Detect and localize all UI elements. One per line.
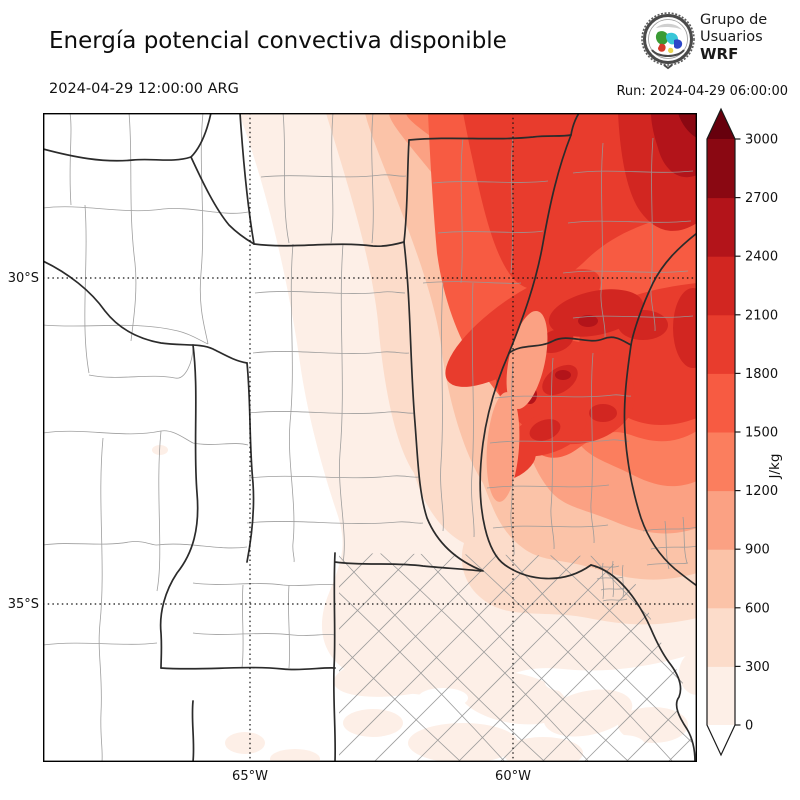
- svg-text:1200: 1200: [745, 484, 778, 499]
- logo-text-line1: Grupo de: [700, 12, 767, 29]
- model-run-label: Run: 2024-04-29 06:00:00: [616, 84, 788, 99]
- weather-chart-page: { "header": { "title": "Energía potencia…: [0, 0, 800, 800]
- svg-text:1800: 1800: [745, 367, 778, 382]
- svg-text:0: 0: [745, 719, 753, 734]
- y-axis-tick-30s: 30°S: [1, 271, 39, 286]
- logo-text-line2: Usuarios: [700, 29, 767, 46]
- svg-text:600: 600: [745, 601, 770, 616]
- colorbar: 0 300 600 900 1200 1500 1800 2100 2400 2700 3000 J…: [705, 106, 797, 776]
- colorbar-canvas: 0 300 600 900 1200 1500 1800 2100 2400 2700 3000 J…: [705, 106, 797, 776]
- svg-text:2100: 2100: [745, 308, 778, 323]
- colorbar-unit-label: J/kg: [767, 454, 783, 480]
- valid-time-label: 2024-04-29 12:00:00 ARG: [49, 81, 239, 97]
- svg-text:900: 900: [745, 543, 770, 558]
- svg-text:1500: 1500: [745, 426, 778, 441]
- svg-text:3000: 3000: [745, 133, 778, 148]
- cape-map-canvas: [43, 113, 697, 762]
- page-title: Energía potencial convectiva disponible: [49, 28, 507, 54]
- x-axis-tick-65w: 65°W: [220, 769, 280, 784]
- svg-text:2400: 2400: [745, 250, 778, 265]
- svg-text:2700: 2700: [745, 191, 778, 206]
- svg-text:300: 300: [745, 660, 770, 675]
- wrf-users-group-logo: Grupo de Usuarios WRF: [638, 8, 798, 72]
- y-axis-tick-35s: 35°S: [1, 597, 39, 612]
- logo-text-wrf: WRF: [700, 46, 767, 63]
- x-axis-tick-60w: 60°W: [483, 769, 543, 784]
- cape-map: [43, 113, 697, 762]
